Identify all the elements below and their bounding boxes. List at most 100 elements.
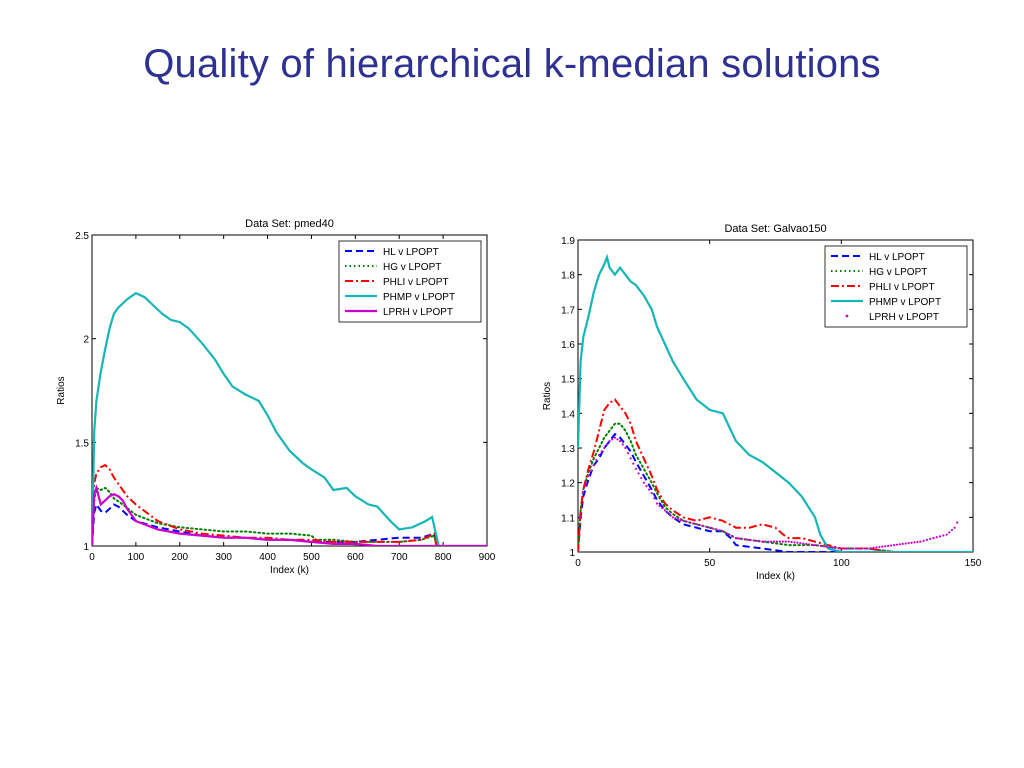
y-tick-label: 1 xyxy=(569,548,575,559)
series-lprh-v-lpopt-point xyxy=(701,524,705,528)
series-lprh-v-lpopt-point xyxy=(805,542,808,546)
series-lprh-v-lpopt-point xyxy=(595,459,598,462)
legend-entry-lprh-v-lpopt-label: LPRH v LPOPT xyxy=(869,312,939,323)
series-lprh-v-lpopt-point xyxy=(772,540,776,543)
series-lprh-v-lpopt-point xyxy=(793,541,796,544)
slide-title: Quality of hierarchical k-median solutio… xyxy=(143,42,881,86)
legend-entry-lprh-v-lpopt-label: LPRH v LPOPT xyxy=(383,307,453,318)
x-axis-label: Index (k) xyxy=(756,571,795,582)
series-lprh-v-lpopt-point xyxy=(734,537,738,540)
series-hg-v-lpopt xyxy=(578,422,973,552)
series-lprh-v-lpopt-point xyxy=(910,541,913,544)
series-lprh-v-lpopt-point xyxy=(799,542,802,545)
x-tick-label: 700 xyxy=(391,552,408,563)
series-lprh-v-lpopt-point xyxy=(671,516,674,519)
legend-entry-phli-v-lpopt: PHLI v LPOPT xyxy=(831,282,935,293)
series-lprh-v-lpopt-point xyxy=(948,531,951,534)
series-lprh-v-lpopt-point xyxy=(834,546,837,549)
y-tick-label: 1.5 xyxy=(561,375,575,386)
series-lprh-v-lpopt-point xyxy=(624,446,627,450)
series-lprh-v-lpopt-point xyxy=(669,513,672,517)
legend-entry-phmp-v-lpopt: PHMP v LPOPT xyxy=(345,292,455,303)
series-lprh-v-lpopt-point xyxy=(715,528,718,531)
series-lprh-v-lpopt-point xyxy=(881,545,884,548)
x-tick-label: 100 xyxy=(128,552,145,563)
series-lprh-v-lpopt-point xyxy=(645,485,648,488)
y-tick-label: 2.5 xyxy=(75,231,89,242)
series-lprh-v-lpopt-point xyxy=(866,547,869,550)
series-lprh-v-lpopt-point xyxy=(661,506,664,510)
series-lprh-v-lpopt-point xyxy=(587,474,590,477)
series-lprh-v-lpopt-point xyxy=(608,439,611,443)
legend-entry-lprh-v-lpopt-swatch xyxy=(845,314,849,318)
series-lprh-v-lpopt-point xyxy=(846,547,849,550)
y-tick-label: 1.2 xyxy=(561,479,575,490)
legend-entry-hl-v-lpopt: HL v LPOPT xyxy=(831,252,925,263)
series-lprh-v-lpopt-point xyxy=(619,439,622,443)
x-tick-label: 300 xyxy=(215,552,232,563)
chart-title: Data Set: Galvao150 xyxy=(724,223,826,235)
series-lprh-v-lpopt-point xyxy=(942,534,945,537)
series-lprh-v-lpopt-point xyxy=(956,521,959,524)
series-lprh-v-lpopt-point xyxy=(822,545,825,548)
legend: HL v LPOPT HG v LPOPT PHLI v LPOPT PHMP v L… xyxy=(824,245,968,328)
legend-entry-hg-v-lpopt-label: HG v LPOPT xyxy=(383,262,441,273)
legend-entry-phli-v-lpopt-label: PHLI v LPOPT xyxy=(383,277,449,288)
series-lprh-v-lpopt-point xyxy=(640,476,643,480)
series-lprh-v-lpopt-point xyxy=(843,547,846,550)
plot-frame xyxy=(577,239,974,553)
series-lprh-v-lpopt-point xyxy=(650,491,653,495)
y-tick-label: 1.9 xyxy=(561,236,575,247)
series-lprh-v-lpopt-point xyxy=(725,531,728,535)
series-lprh-v-lpopt-point xyxy=(721,530,724,533)
series-lprh-v-lpopt-point xyxy=(922,539,925,542)
series-lprh-v-lpopt-point xyxy=(907,542,910,545)
series-lprh-v-lpopt-point xyxy=(898,543,901,546)
series-lprh-v-lpopt-point xyxy=(658,504,661,507)
series-lprh-v-lpopt-point xyxy=(790,540,793,544)
y-tick-label: 1.8 xyxy=(561,271,575,282)
series-hl-v-lpopt xyxy=(92,502,487,546)
series-lprh-v-lpopt xyxy=(578,436,959,552)
series-lprh-v-lpopt-point xyxy=(904,542,907,545)
legend-entry-hg-v-lpopt: HG v LPOPT xyxy=(345,262,441,273)
y-tick-label: 1.5 xyxy=(75,438,89,449)
x-tick-label: 50 xyxy=(704,558,716,569)
series-lprh-v-lpopt-point xyxy=(919,540,922,543)
y-axis-label: Ratios xyxy=(542,382,553,410)
series-lprh-v-lpopt-point xyxy=(869,547,872,550)
series-lprh-v-lpopt-point xyxy=(857,547,860,550)
series-lprh-v-lpopt-point xyxy=(810,543,814,546)
y-tick-label: 1.4 xyxy=(561,409,575,420)
x-tick-label: 150 xyxy=(965,558,982,569)
series-lprh-v-lpopt-point xyxy=(860,547,863,550)
x-tick-label: 500 xyxy=(303,552,320,563)
series-lprh-v-lpopt-point xyxy=(634,467,638,470)
x-axis-label: Index (k) xyxy=(270,565,309,576)
series-lprh-v-lpopt xyxy=(92,484,487,546)
series-lprh-v-lpopt-point xyxy=(796,541,799,544)
series-lprh-v-lpopt-point xyxy=(579,516,582,519)
series-lprh-v-lpopt-point xyxy=(775,540,779,543)
chart-galvao150: Data Set: Galvao150 0 50 100 150 1 1.1 1.2 1.3 1.… xyxy=(542,223,982,582)
series-lprh-v-lpopt-point xyxy=(584,483,587,486)
series-lprh-v-lpopt-point xyxy=(737,537,741,540)
legend-entry-phli-v-lpopt: PHLI v LPOPT xyxy=(345,277,449,288)
chart-pmed40: Data Set: pmed40 0 100 200 300 400 500 600 700 80… xyxy=(56,218,496,576)
series-lprh-v-lpopt-point xyxy=(945,533,948,536)
series-lprh-v-lpopt-point xyxy=(718,529,721,532)
series-lprh-v-lpopt-point xyxy=(629,457,632,460)
legend-entry-phli-v-lpopt-label: PHLI v LPOPT xyxy=(869,282,935,293)
legend-entry-phmp-v-lpopt-label: PHMP v LPOPT xyxy=(869,297,941,308)
series-lprh-v-lpopt-point xyxy=(851,547,855,550)
legend-entry-hl-v-lpopt: HL v LPOPT xyxy=(345,247,439,258)
series-lprh-v-lpopt-point xyxy=(863,547,866,550)
series-lprh-v-lpopt-point xyxy=(582,491,585,495)
series-lprh-v-lpopt-point xyxy=(913,541,916,544)
series-lprh-v-lpopt-point xyxy=(884,545,887,548)
series-lprh-v-lpopt-point xyxy=(653,497,656,500)
series-lprh-v-lpopt-point xyxy=(674,517,677,520)
x-tick-label: 400 xyxy=(259,552,276,563)
y-tick-label: 2 xyxy=(83,335,89,346)
x-tick-label: 200 xyxy=(171,552,188,563)
